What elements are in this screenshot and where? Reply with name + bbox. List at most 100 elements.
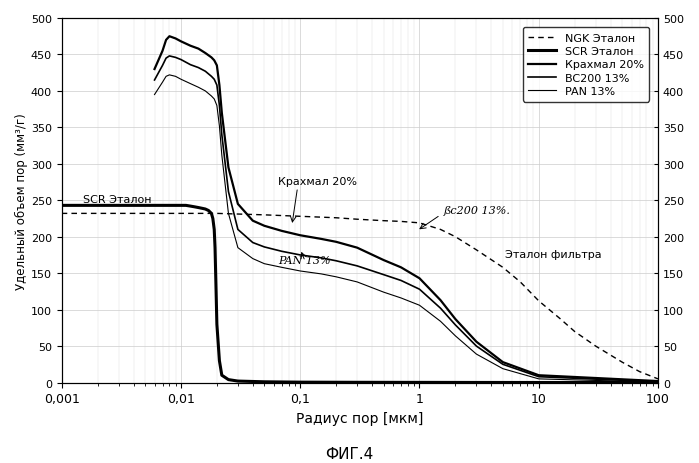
Крахмал 20%	[171, 37, 180, 42]
Text: SCR Эталон: SCR Эталон	[82, 194, 151, 204]
Крахмал 20%	[473, 339, 481, 345]
SCR Эталон	[158, 203, 166, 209]
Крахмал 20%	[158, 49, 166, 55]
NGK Эталон	[473, 248, 481, 253]
SCR Эталон	[146, 203, 154, 209]
PAN 13%	[498, 366, 507, 372]
PAN 13%	[436, 319, 445, 325]
SCR Эталон	[207, 211, 215, 217]
Крахмал 20%	[332, 239, 340, 245]
PAN 13%	[158, 80, 166, 86]
PAN 13%	[249, 256, 257, 262]
SCR Эталон	[217, 373, 226, 378]
BC200 13%	[451, 322, 459, 328]
SCR Эталон	[415, 380, 424, 385]
BC200 13%	[158, 63, 166, 69]
PAN 13%	[380, 290, 388, 295]
NGK Эталон	[397, 219, 405, 225]
SCR Эталон	[212, 278, 220, 284]
SCR Эталон	[353, 380, 361, 385]
NGK Эталон	[498, 265, 507, 270]
PAN 13%	[353, 280, 361, 285]
Крахмал 20%	[317, 237, 326, 242]
SCR Эталон	[204, 208, 212, 214]
SCR Эталон	[171, 203, 180, 209]
BC200 13%	[177, 58, 185, 63]
BC200 13%	[397, 278, 405, 284]
SCR Эталон	[260, 379, 268, 385]
SCR Эталон	[210, 227, 218, 233]
Крахмал 20%	[535, 373, 543, 378]
NGK Эталон	[353, 217, 361, 223]
Y-axis label: Удельный объем пор (мм³/г): Удельный объем пор (мм³/г)	[15, 113, 28, 289]
Крахмал 20%	[436, 298, 445, 303]
Крахмал 20%	[415, 276, 424, 282]
Крахмал 20%	[215, 83, 224, 89]
PAN 13%	[332, 275, 340, 280]
Line: SCR Эталон: SCR Эталон	[62, 206, 658, 383]
NGK Эталон	[260, 213, 268, 218]
Крахмал 20%	[353, 245, 361, 251]
Крахмал 20%	[249, 219, 257, 224]
BC200 13%	[535, 374, 543, 380]
PAN 13%	[654, 380, 662, 385]
PAN 13%	[215, 124, 224, 129]
BC200 13%	[332, 258, 340, 264]
PAN 13%	[224, 211, 233, 217]
SCR Эталон	[190, 205, 199, 210]
BC200 13%	[224, 189, 233, 195]
BC200 13%	[194, 66, 203, 71]
Text: ФИГ.4: ФИГ.4	[325, 446, 374, 461]
NGK Эталон	[380, 219, 388, 224]
BC200 13%	[278, 249, 286, 255]
NGK Эталон	[57, 211, 66, 217]
Крахмал 20%	[212, 63, 221, 69]
Крахмал 20%	[217, 111, 226, 116]
Крахмал 20%	[278, 229, 286, 234]
NGK Эталон	[516, 280, 524, 285]
SCR Эталон	[194, 205, 203, 211]
SCR Эталон	[215, 358, 224, 363]
Крахмал 20%	[207, 56, 215, 61]
PAN 13%	[207, 94, 215, 100]
BC200 13%	[317, 256, 326, 261]
Text: ßc200 13%.: ßc200 13%.	[444, 206, 511, 216]
NGK Эталон	[654, 376, 662, 382]
PAN 13%	[177, 77, 185, 83]
SCR Эталон	[208, 216, 217, 222]
BC200 13%	[212, 83, 221, 89]
BC200 13%	[162, 56, 171, 62]
Крахмал 20%	[177, 39, 185, 45]
SCR Эталон	[224, 377, 233, 382]
SCR Эталон	[296, 380, 305, 385]
BC200 13%	[150, 78, 159, 84]
NGK Эталон	[618, 360, 626, 365]
Крахмал 20%	[201, 51, 210, 56]
NGK Эталон	[556, 316, 564, 321]
SCR Эталон	[150, 203, 159, 209]
BC200 13%	[210, 77, 218, 83]
Крахмал 20%	[165, 34, 173, 40]
BC200 13%	[260, 244, 268, 250]
Line: Крахмал 20%: Крахмал 20%	[154, 37, 658, 381]
Line: NGK Эталон: NGK Эталон	[62, 214, 658, 379]
BC200 13%	[201, 69, 210, 75]
PAN 13%	[397, 295, 405, 301]
BC200 13%	[296, 253, 305, 258]
BC200 13%	[207, 75, 215, 80]
SCR Эталон	[473, 380, 481, 385]
Text: Эталон фильтра: Эталон фильтра	[505, 250, 602, 260]
Крахмал 20%	[296, 233, 305, 238]
SCR Эталон	[165, 203, 173, 209]
PAN 13%	[296, 269, 305, 274]
BC200 13%	[654, 379, 662, 385]
SCR Эталон	[201, 207, 210, 213]
NGK Эталон	[415, 220, 424, 226]
Крахмал 20%	[233, 202, 242, 207]
NGK Эталон	[635, 369, 644, 375]
Legend: NGK Эталон, SCR Эталон, Крахмал 20%, BC200 13%, PAN 13%: NGK Эталон, SCR Эталон, Крахмал 20%, BC2…	[523, 28, 649, 102]
Крахмал 20%	[380, 258, 388, 263]
Крахмал 20%	[162, 38, 171, 44]
NGK Эталон	[141, 211, 150, 217]
Text: Крахмал 20%: Крахмал 20%	[278, 177, 357, 187]
